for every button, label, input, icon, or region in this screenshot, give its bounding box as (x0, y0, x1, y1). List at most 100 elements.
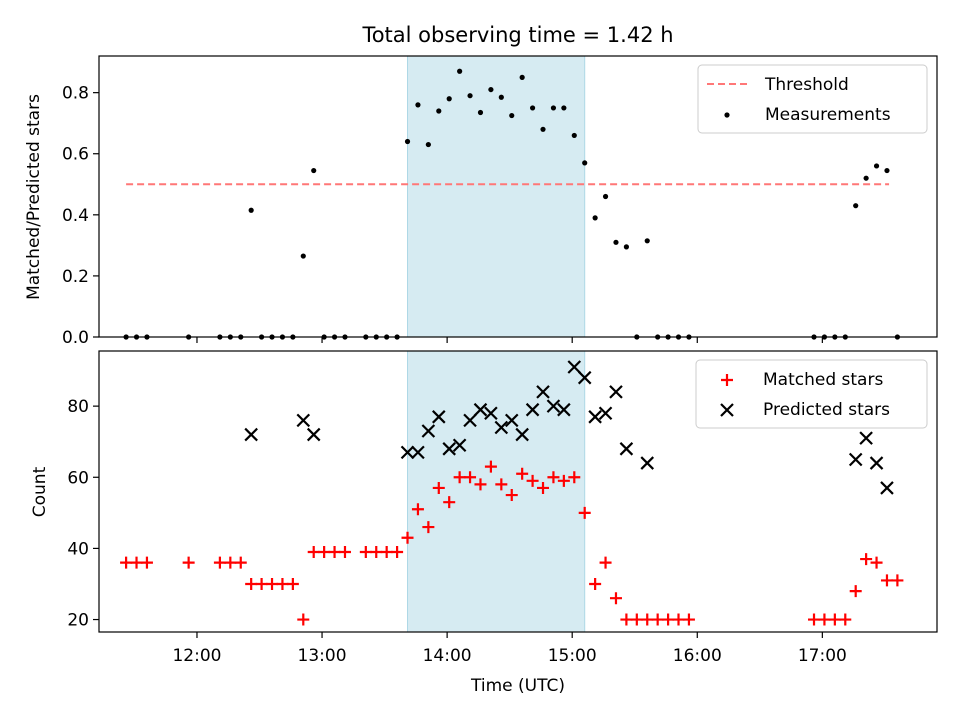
measurement-point (540, 126, 546, 132)
matched-star-point (474, 478, 487, 491)
observing-window-span-bottom (407, 350, 586, 633)
matched-star-point (276, 577, 289, 590)
bottom-y-axis: 20 40 60 80 (67, 397, 99, 631)
top-x-axis-ticks (196, 337, 823, 343)
predicted-star-point (880, 481, 894, 495)
measurement-point (853, 203, 859, 209)
measurement-point (446, 96, 452, 102)
matched-star-point (828, 613, 841, 626)
measurement-point (436, 108, 442, 114)
matched-star-point (338, 545, 351, 558)
matched-star-point (255, 577, 268, 590)
predicted-star-point (619, 442, 634, 456)
y-tick-label: 60 (67, 468, 89, 488)
matched-star-point (380, 545, 393, 558)
matched-star-point (401, 531, 414, 544)
predicted-star-point (859, 431, 873, 445)
y-tick-label: 0.8 (62, 84, 89, 104)
predicted-star-point (432, 410, 446, 424)
predicted-star-point (536, 385, 550, 399)
measurement-point (613, 239, 619, 245)
x-tick-label: 17:00 (798, 646, 847, 666)
bottom-x-axis: 12:00 13:00 14:00 15:00 16:00 17:00 (172, 632, 847, 666)
measurement-point (477, 109, 484, 116)
measurement-point (582, 160, 588, 166)
highlight-span (407, 55, 586, 338)
y-tick-label: 0.2 (62, 267, 89, 287)
matched-star-point (651, 613, 664, 626)
matched-star-point (234, 556, 247, 569)
matched-star-point (370, 545, 383, 558)
measurement-point (498, 94, 504, 100)
predicted-star-point (577, 370, 592, 385)
measurement-point (571, 132, 577, 139)
predicted-star-point (421, 424, 436, 438)
matched-star-point (245, 577, 258, 590)
matched-star-point (422, 521, 435, 534)
measurement-point (509, 112, 515, 119)
x-tick-label: 12:00 (172, 646, 221, 666)
predicted-star-point (484, 406, 498, 421)
measurement-point (602, 193, 609, 200)
matched-star-point (641, 613, 654, 626)
top-legend: Threshold Measurements (697, 64, 928, 134)
y-tick-label: 0.6 (62, 145, 89, 165)
matched-star-point (589, 577, 602, 590)
predicted-star-point (848, 452, 863, 467)
matched-star-point (839, 613, 852, 626)
count-points (120, 360, 904, 626)
matched-star-point (620, 613, 633, 626)
x-axis-label: Time (UTC) (470, 676, 565, 696)
predicted-star-point (640, 456, 655, 470)
matched-star-point (495, 478, 508, 491)
predicted-star-point (567, 360, 582, 374)
predicted-star-point (473, 402, 488, 417)
measurement-point (623, 244, 629, 250)
measurement-point (644, 238, 650, 244)
predicted-legend-label: Predicted stars (763, 400, 890, 420)
predicted-star-point (504, 413, 519, 428)
predicted-star-point (494, 420, 509, 435)
matched-star-point (120, 556, 133, 569)
x-tick-label: 14:00 (423, 646, 472, 666)
predicted-star-point (463, 413, 477, 428)
measurement-point (592, 215, 598, 221)
bottom-legend-box (695, 359, 928, 429)
predicted-star-point (588, 410, 602, 424)
predicted-star-point (598, 406, 613, 421)
measurement-point (248, 207, 254, 213)
x-tick-label: 16:00 (673, 646, 722, 666)
predicted-star-point (452, 438, 467, 453)
matched-star-point (484, 460, 497, 473)
matched-star-point (849, 585, 862, 598)
bottom-legend: Matched stars Predicted stars (695, 359, 928, 429)
predicted-star-point (557, 402, 571, 417)
measurement-point (311, 167, 317, 174)
ratio-panel: 0.0 0.2 0.4 0.6 0.8 Total observing time = 1… (24, 23, 938, 348)
matched-star-point (870, 556, 883, 569)
top-axes-frame (98, 55, 938, 338)
matched-star-point (307, 545, 320, 558)
matched-star-point (682, 613, 695, 626)
matched-star-point (672, 613, 685, 626)
matched-star-point (630, 613, 643, 626)
matched-star-point (464, 471, 477, 484)
matched-star-point (213, 556, 226, 569)
measurements-legend-label: Measurements (765, 105, 891, 125)
matched-legend-swatch (721, 374, 733, 386)
matched-star-point (224, 556, 237, 569)
highlight-span (407, 350, 586, 633)
measurements-legend-swatch (724, 112, 730, 118)
measurement-point (467, 93, 473, 99)
matched-star-point (443, 496, 456, 509)
matched-star-point (891, 574, 904, 587)
predicted-star-point (411, 445, 425, 460)
y-tick-label: 40 (67, 539, 89, 559)
top-y-axis: 0.0 0.2 0.4 0.6 0.8 (62, 84, 99, 348)
matched-legend-label: Matched stars (763, 370, 883, 390)
matched-star-point (505, 489, 518, 502)
measurement-point (529, 105, 536, 111)
matched-star-point (328, 545, 341, 558)
measurement-point (550, 105, 557, 111)
matched-star-point (568, 471, 581, 484)
